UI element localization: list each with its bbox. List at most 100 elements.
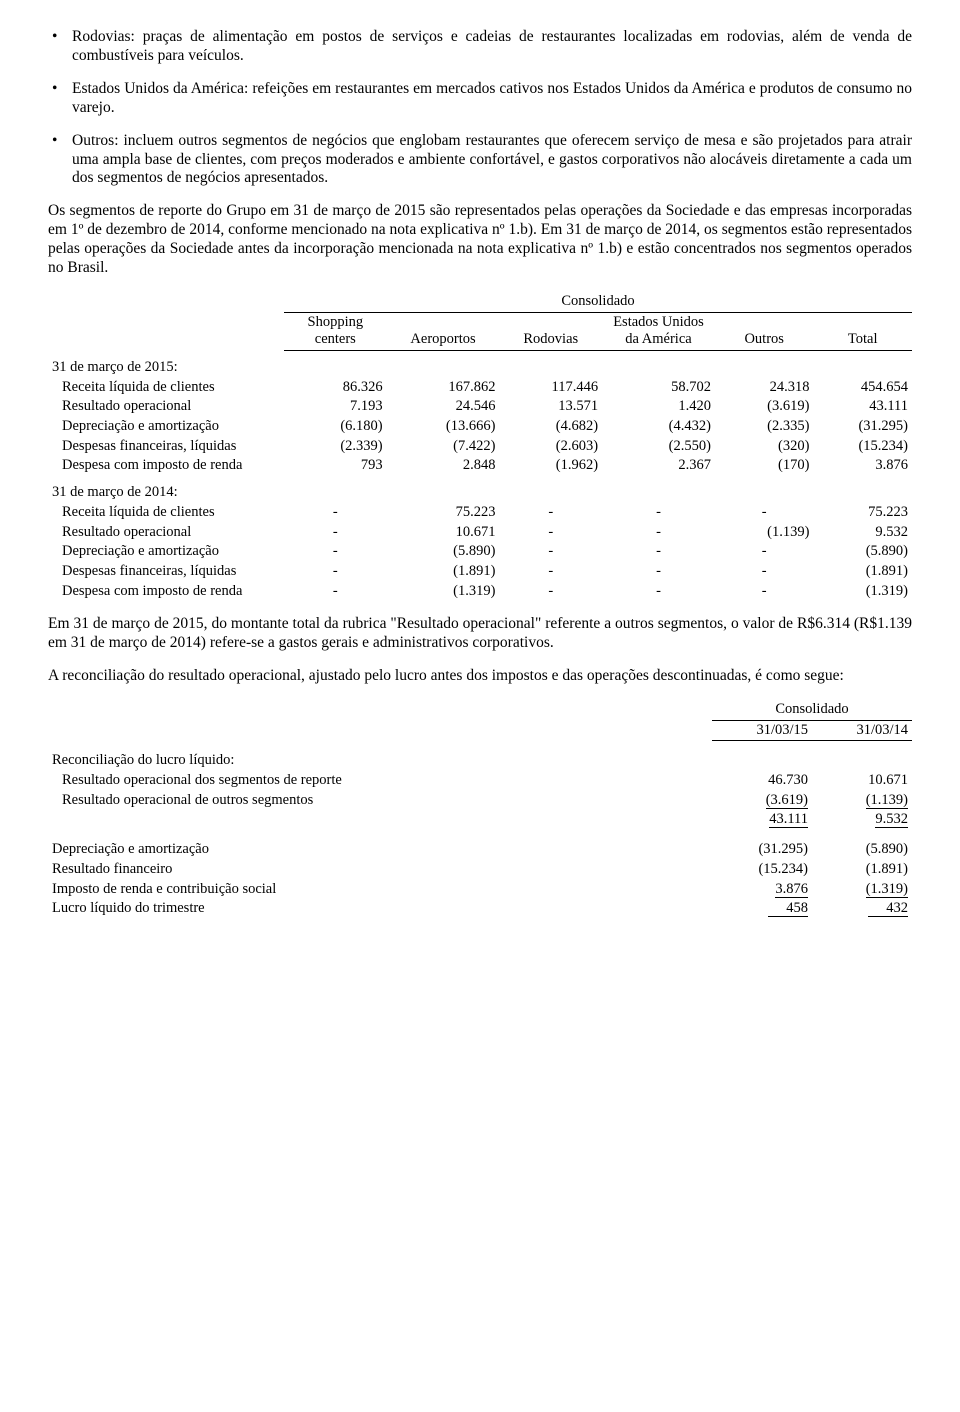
row-label: Despesa com imposto de renda xyxy=(48,582,284,602)
cell: (15.234) xyxy=(712,860,812,880)
cell: 86.326 xyxy=(284,378,387,398)
cell: (1.891) xyxy=(812,860,912,880)
row-label: Receita líquida de clientes xyxy=(48,503,284,523)
cell: (1.891) xyxy=(813,562,912,582)
cell: - xyxy=(284,542,387,562)
cell: 58.702 xyxy=(602,378,715,398)
cell: 24.318 xyxy=(715,378,814,398)
cell: (1.139) xyxy=(715,523,814,543)
cell: 432 xyxy=(812,899,912,919)
cell: 793 xyxy=(284,456,387,476)
row-label: Imposto de renda e contribuição social xyxy=(48,880,712,900)
cell: - xyxy=(715,562,814,582)
cell: (6.180) xyxy=(284,417,387,437)
cell: 75.223 xyxy=(387,503,500,523)
row-label: Despesa com imposto de renda xyxy=(48,456,284,476)
row-label: Receita líquida de clientes xyxy=(48,378,284,398)
row-label: Resultado operacional de outros segmento… xyxy=(48,791,712,811)
cell: (13.666) xyxy=(387,417,500,437)
paragraph: A reconciliação do resultado operacional… xyxy=(48,667,912,686)
cell: - xyxy=(715,503,814,523)
cell: (15.234) xyxy=(813,437,912,457)
row-label: Resultado operacional xyxy=(48,397,284,417)
table-section: Reconciliação do lucro líquido: xyxy=(48,751,912,771)
bullet-item: Estados Unidos da América: refeições em … xyxy=(48,80,912,118)
bullet-list: Rodovias: praças de alimentação em posto… xyxy=(48,28,912,188)
table-header: Consolidado xyxy=(712,700,912,720)
col-header: Rodovias xyxy=(499,312,602,350)
cell: - xyxy=(715,582,814,602)
cell: - xyxy=(284,503,387,523)
cell: (320) xyxy=(715,437,814,457)
row-label: Resultado financeiro xyxy=(48,860,712,880)
cell: - xyxy=(602,523,715,543)
table-section: 31 de março de 2015: xyxy=(48,351,912,378)
col-header: Estados Unidos da América xyxy=(602,312,715,350)
cell: - xyxy=(284,562,387,582)
cell: 10.671 xyxy=(387,523,500,543)
col-header: Outros xyxy=(715,312,814,350)
cell: - xyxy=(284,523,387,543)
cell: (2.550) xyxy=(602,437,715,457)
cell: (3.619) xyxy=(712,791,812,811)
cell: (1.139) xyxy=(812,791,912,811)
cell: (31.295) xyxy=(712,840,812,860)
row-label: Depreciação e amortização xyxy=(48,417,284,437)
cell: 2.367 xyxy=(602,456,715,476)
cell: 10.671 xyxy=(812,771,912,791)
cell: (2.335) xyxy=(715,417,814,437)
cell: 43.111 xyxy=(712,810,812,830)
cell: 46.730 xyxy=(712,771,812,791)
cell: 1.420 xyxy=(602,397,715,417)
cell: (31.295) xyxy=(813,417,912,437)
bullet-item: Outros: incluem outros segmentos de negó… xyxy=(48,132,912,189)
cell: - xyxy=(602,582,715,602)
cell: 454.654 xyxy=(813,378,912,398)
cell: 117.446 xyxy=(499,378,602,398)
cell: (2.603) xyxy=(499,437,602,457)
cell: 167.862 xyxy=(387,378,500,398)
cell: (4.682) xyxy=(499,417,602,437)
cell: 458 xyxy=(712,899,812,919)
col-header: Shopping centers xyxy=(284,312,387,350)
cell: (3.619) xyxy=(715,397,814,417)
cell: 9.532 xyxy=(813,523,912,543)
cell: - xyxy=(602,503,715,523)
cell: (1.319) xyxy=(387,582,500,602)
cell: (5.890) xyxy=(813,542,912,562)
row-label: Depreciação e amortização xyxy=(48,542,284,562)
row-label: Resultado operacional xyxy=(48,523,284,543)
segment-table: Consolidado Shopping centers Aeroportos … xyxy=(48,292,912,601)
cell: (4.432) xyxy=(602,417,715,437)
cell: (2.339) xyxy=(284,437,387,457)
col-header: 31/03/15 xyxy=(712,720,812,741)
cell: (1.962) xyxy=(499,456,602,476)
col-header: Total xyxy=(813,312,912,350)
cell: 3.876 xyxy=(813,456,912,476)
cell: - xyxy=(499,503,602,523)
row-label: Depreciação e amortização xyxy=(48,840,712,860)
row-label: Resultado operacional dos segmentos de r… xyxy=(48,771,712,791)
table-section: 31 de março de 2014: xyxy=(48,476,912,503)
cell: 2.848 xyxy=(387,456,500,476)
row-label: Lucro líquido do trimestre xyxy=(48,899,712,919)
cell: 7.193 xyxy=(284,397,387,417)
cell: 24.546 xyxy=(387,397,500,417)
cell: (1.319) xyxy=(813,582,912,602)
cell: - xyxy=(499,523,602,543)
row-label: Despesas financeiras, líquidas xyxy=(48,562,284,582)
cell: - xyxy=(602,562,715,582)
cell: (1.891) xyxy=(387,562,500,582)
cell: 43.111 xyxy=(813,397,912,417)
cell: (1.319) xyxy=(812,880,912,900)
cell: (7.422) xyxy=(387,437,500,457)
cell: 13.571 xyxy=(499,397,602,417)
cell: - xyxy=(715,542,814,562)
cell: - xyxy=(499,562,602,582)
paragraph: Os segmentos de reporte do Grupo em 31 d… xyxy=(48,202,912,278)
row-label: Despesas financeiras, líquidas xyxy=(48,437,284,457)
cell: (170) xyxy=(715,456,814,476)
bullet-item: Rodovias: praças de alimentação em posto… xyxy=(48,28,912,66)
cell: - xyxy=(499,582,602,602)
cell: (5.890) xyxy=(812,840,912,860)
